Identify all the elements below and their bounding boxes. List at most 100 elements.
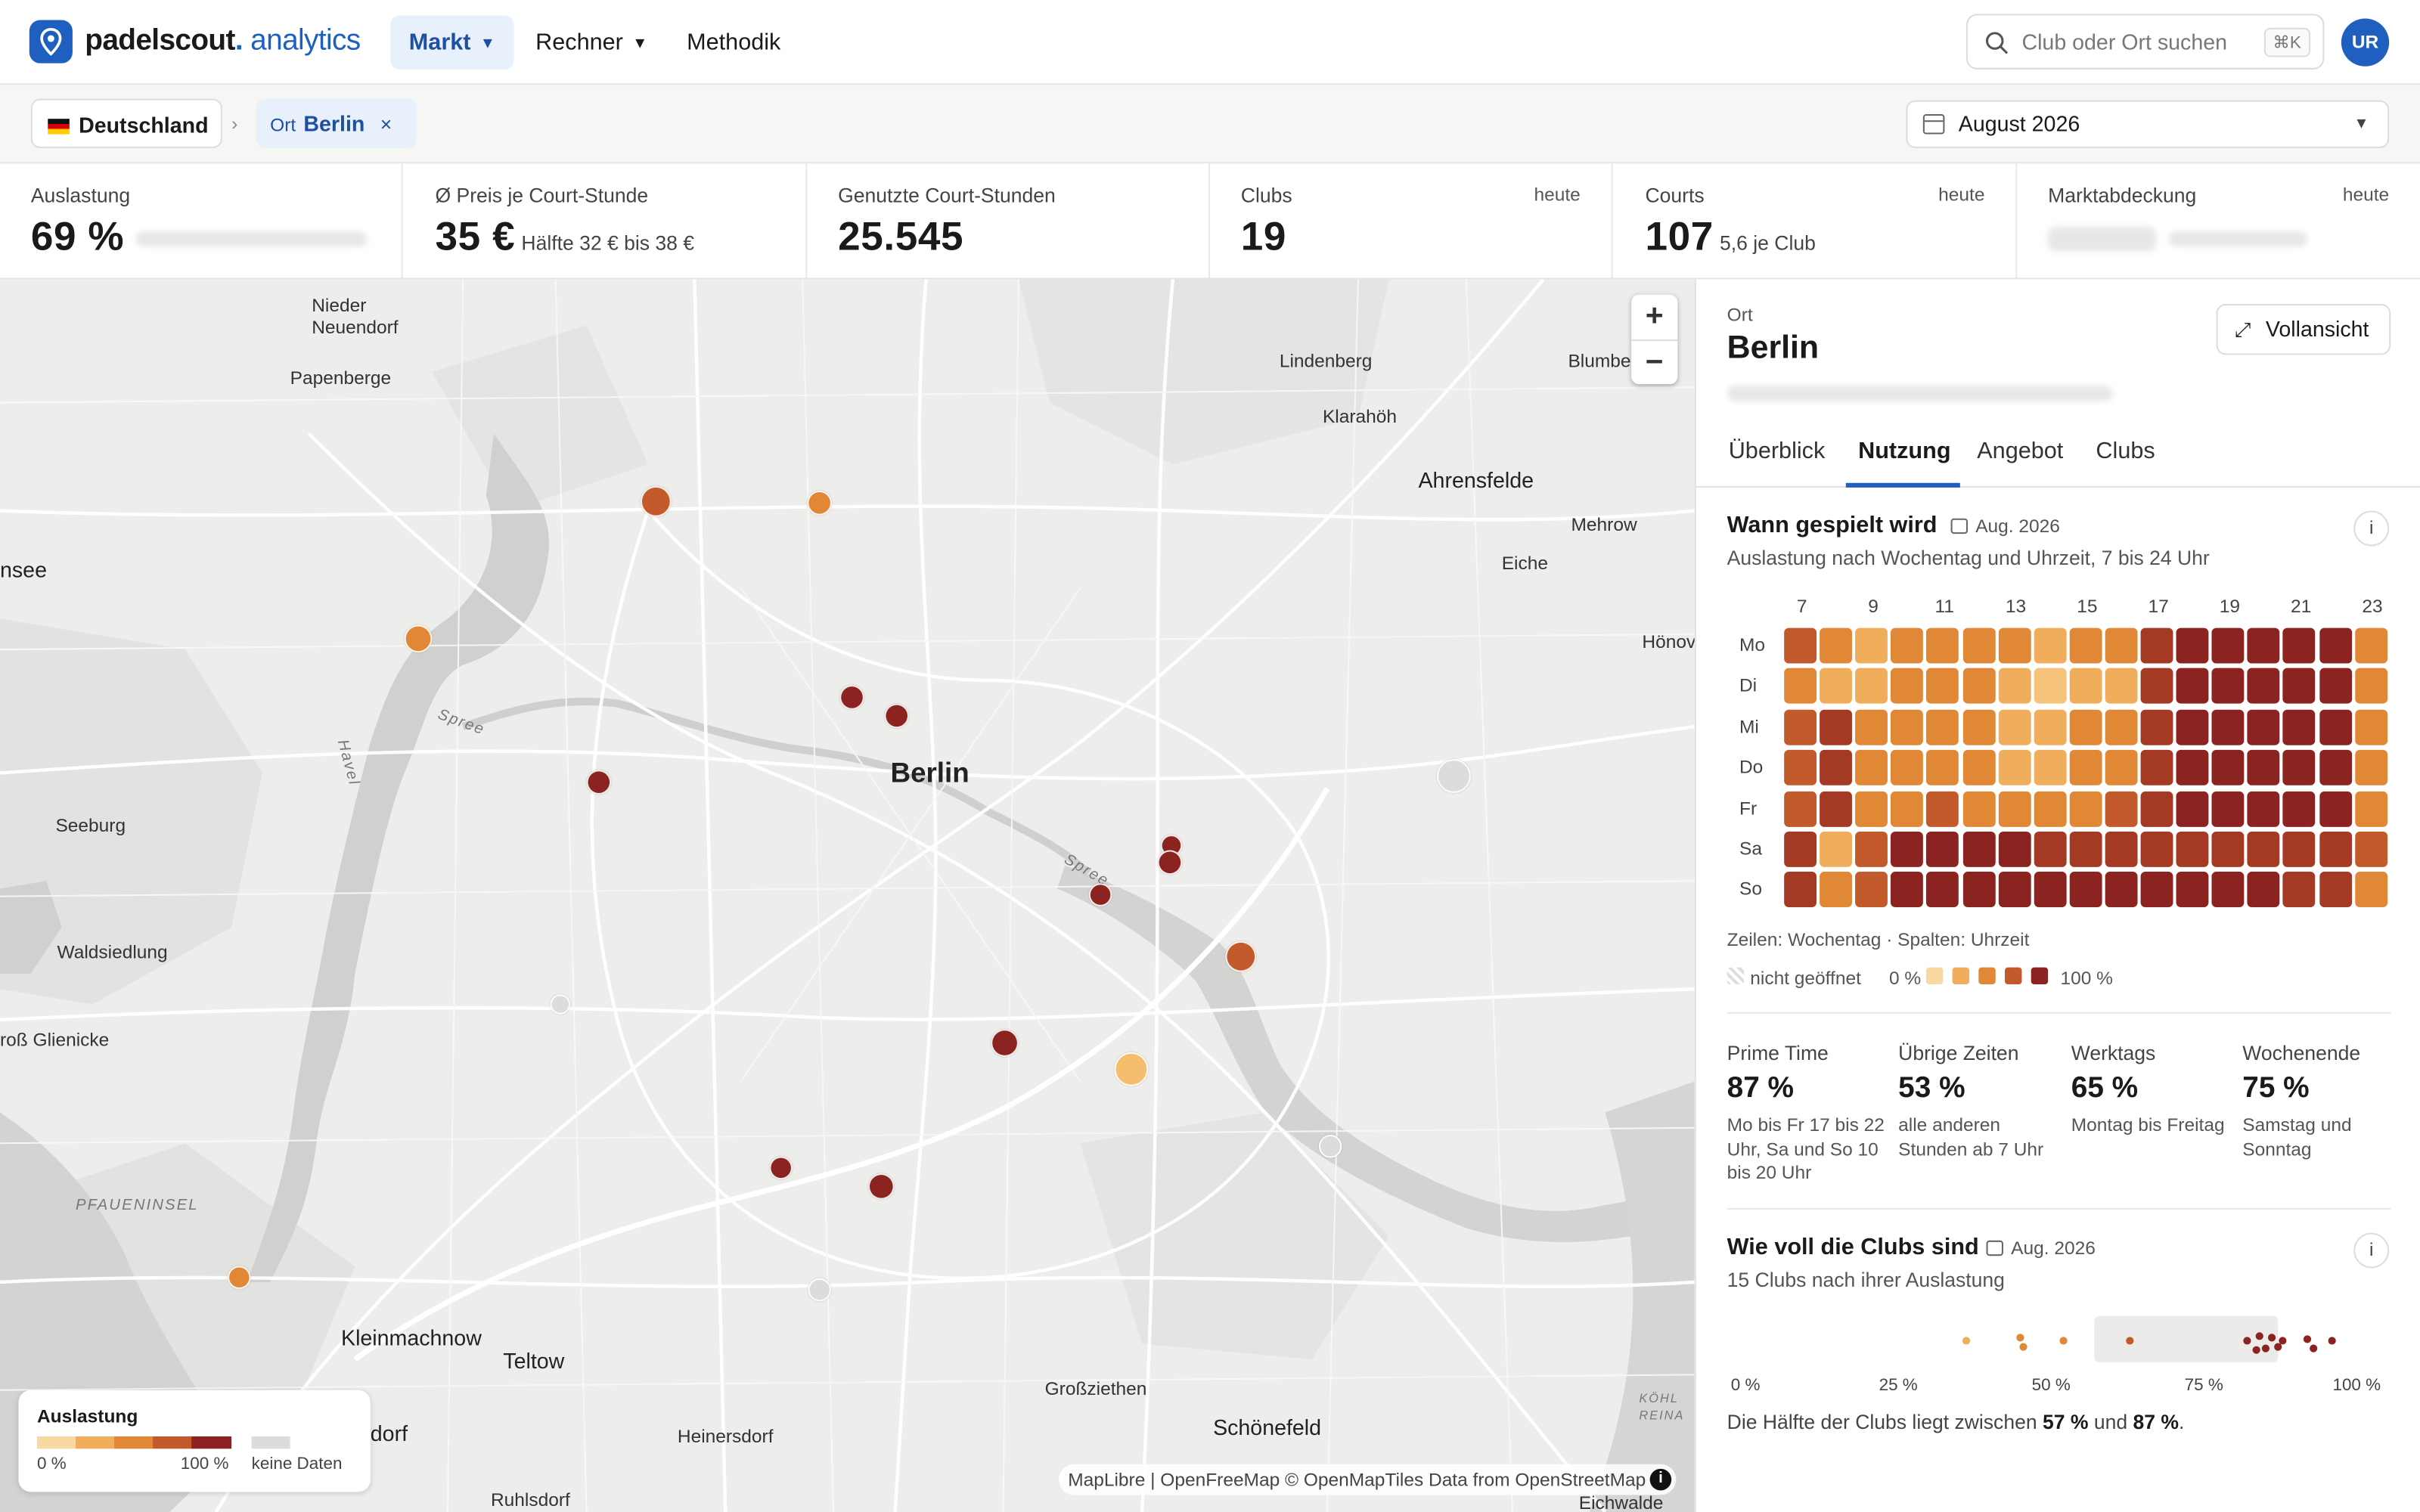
heatmap-cell[interactable] — [1926, 831, 1959, 867]
heatmap-cell[interactable] — [2283, 627, 2316, 664]
heatmap-cell[interactable] — [2176, 831, 2209, 867]
heatmap-cell[interactable] — [1820, 668, 1853, 705]
heatmap-cell[interactable] — [2319, 668, 2352, 705]
heatmap-cell[interactable] — [1820, 791, 1853, 827]
heatmap-cell[interactable] — [2248, 709, 2280, 745]
heatmap-cell[interactable] — [2283, 709, 2316, 745]
heatmap-cell[interactable] — [2211, 872, 2245, 908]
heatmap-cell[interactable] — [2354, 668, 2387, 705]
club-marker[interactable] — [1114, 1052, 1149, 1086]
heatmap-cell[interactable] — [2211, 791, 2245, 827]
zoom-in-button[interactable]: + — [1645, 299, 1664, 333]
heatmap-cell[interactable] — [1820, 627, 1853, 664]
heatmap-cell[interactable] — [2140, 668, 2173, 705]
heatmap-cell[interactable] — [2354, 627, 2387, 664]
heatmap-cell[interactable] — [2248, 872, 2280, 908]
heatmap-cell[interactable] — [2354, 709, 2387, 745]
search-input[interactable]: Club oder Ort suchen ⌘K — [1965, 14, 2325, 70]
club-marker[interactable] — [1088, 883, 1112, 906]
tab-angebot[interactable]: Angebot — [1977, 438, 2064, 465]
club-point[interactable] — [2328, 1337, 2337, 1345]
heatmap-cell[interactable] — [1962, 709, 1995, 745]
heatmap-cell[interactable] — [2319, 791, 2352, 827]
heatmap-cell[interactable] — [1998, 627, 2031, 664]
club-marker[interactable] — [1157, 850, 1183, 875]
heatmap-cell[interactable] — [1926, 627, 1959, 664]
heatmap-cell[interactable] — [2176, 709, 2209, 745]
heatmap-cell[interactable] — [2105, 791, 2138, 827]
club-point[interactable] — [2127, 1337, 2135, 1345]
heatmap-cell[interactable] — [2211, 668, 2245, 705]
heatmap-cell[interactable] — [1891, 627, 1924, 664]
heatmap-cell[interactable] — [1926, 750, 1959, 786]
heatmap-cell[interactable] — [2319, 627, 2352, 664]
kpi-preis[interactable]: Ø Preis je Court-Stunde 35 € Hälfte 32 € … — [405, 163, 808, 280]
heatmap-cell[interactable] — [2069, 668, 2102, 705]
heatmap-cell[interactable] — [2069, 872, 2102, 908]
heatmap-cell[interactable] — [2319, 709, 2352, 745]
kpi-auslastung[interactable]: Auslastung 69 % — [0, 163, 403, 280]
heatmap-cell[interactable] — [2034, 668, 2066, 705]
heatmap-cell[interactable] — [2069, 627, 2102, 664]
club-point[interactable] — [2254, 1332, 2263, 1340]
heatmap-cell[interactable] — [1855, 791, 1888, 827]
heatmap-cell[interactable] — [1891, 709, 1924, 745]
heatmap-cell[interactable] — [1998, 668, 2031, 705]
heatmap-cell[interactable] — [1962, 872, 1995, 908]
heatmap-cell[interactable] — [1891, 668, 1924, 705]
heatmap-cell[interactable] — [2069, 791, 2102, 827]
brand-name[interactable]: padelscout. analytics — [85, 24, 361, 57]
heatmap-cell[interactable] — [2105, 627, 2138, 664]
heatmap-cell[interactable] — [1962, 791, 1995, 827]
heatmap-cell[interactable] — [2176, 750, 2209, 786]
club-marker[interactable] — [769, 1156, 793, 1180]
close-icon[interactable]: × — [380, 112, 392, 136]
map-attribution[interactable]: MapLibre | OpenFreeMap © OpenMapTiles Da… — [1058, 1464, 1677, 1495]
club-marker-no-data[interactable] — [1318, 1135, 1342, 1158]
heatmap-cell[interactable] — [1855, 750, 1888, 786]
heatmap-cell[interactable] — [1926, 668, 1959, 705]
heatmap-cell[interactable] — [2319, 872, 2352, 908]
heatmap-cell[interactable] — [2211, 709, 2245, 745]
heatmap-cell[interactable] — [2105, 750, 2138, 786]
tab-ueberblick[interactable]: Überblick — [1728, 438, 1826, 465]
usage-info-button[interactable]: i — [2353, 510, 2390, 547]
heatmap-cell[interactable] — [1891, 831, 1924, 867]
heatmap-cell[interactable] — [1998, 709, 2031, 745]
heatmap-cell[interactable] — [1820, 709, 1853, 745]
club-marker[interactable] — [228, 1266, 251, 1290]
heatmap-cell[interactable] — [1926, 791, 1959, 827]
club-marker[interactable] — [807, 490, 832, 516]
heatmap-cell[interactable] — [2176, 668, 2209, 705]
club-point[interactable] — [2260, 1344, 2270, 1352]
heatmap-cell[interactable] — [2248, 627, 2280, 664]
heatmap-cell[interactable] — [1784, 709, 1817, 745]
heatmap-cell[interactable] — [1855, 831, 1888, 867]
club-marker[interactable] — [884, 703, 910, 729]
heatmap-cell[interactable] — [1891, 791, 1924, 827]
heatmap-cell[interactable] — [1998, 872, 2031, 908]
date-select[interactable]: August 2026 ▼ — [1906, 100, 2390, 148]
kpi-courts[interactable]: Courts heute 107 5,6 je Club — [1615, 163, 2018, 280]
heatmap-cell[interactable] — [1784, 627, 1817, 664]
kpi-marktabdeckung[interactable]: Marktabdeckung heute — [2017, 163, 2420, 279]
heatmap-cell[interactable] — [2105, 872, 2138, 908]
club-marker-no-data[interactable] — [808, 1278, 831, 1302]
heatmap-cell[interactable] — [2105, 668, 2138, 705]
heatmap-cell[interactable] — [2034, 750, 2066, 786]
club-point[interactable] — [2279, 1337, 2288, 1345]
heatmap-cell[interactable] — [1891, 872, 1924, 908]
nav-methodik[interactable]: Methodik — [687, 29, 781, 56]
heatmap-cell[interactable] — [1962, 831, 1995, 867]
heatmap-cell[interactable] — [2069, 709, 2102, 745]
heatmap-cell[interactable] — [1784, 750, 1817, 786]
heatmap-cell[interactable] — [2034, 831, 2066, 867]
heatmap-cell[interactable] — [2283, 831, 2316, 867]
heatmap-cell[interactable] — [1820, 831, 1853, 867]
heatmap-cell[interactable] — [1998, 831, 2031, 867]
place-chip[interactable]: Ort Berlin × — [256, 98, 417, 148]
kpi-clubs[interactable]: Clubs heute 19 — [1210, 163, 1613, 280]
heatmap-cell[interactable] — [2283, 750, 2316, 786]
club-marker[interactable] — [839, 685, 864, 710]
club-marker[interactable] — [867, 1173, 895, 1200]
